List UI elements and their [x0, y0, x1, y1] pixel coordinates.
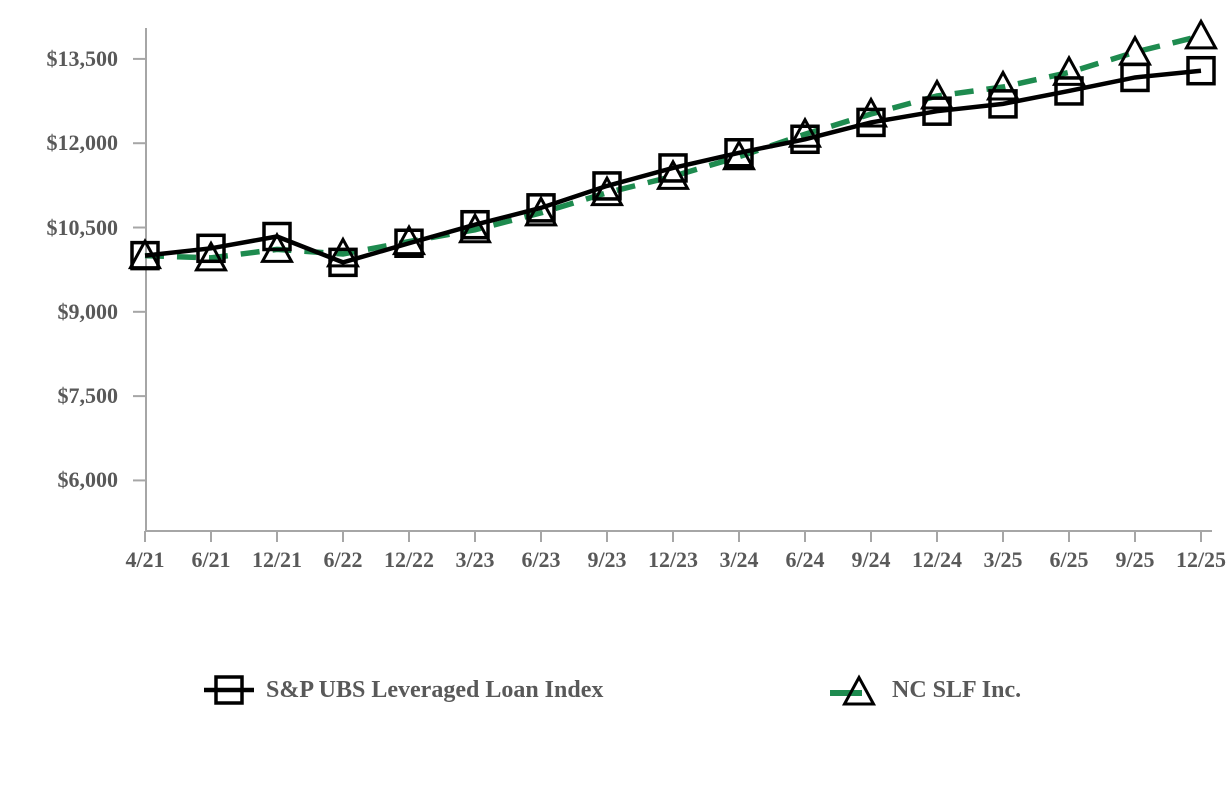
- x-axis-label: 3/25: [983, 547, 1023, 572]
- square-marker: [592, 171, 622, 201]
- x-axis-label: 9/23: [587, 547, 627, 572]
- x-axis-label: 12/21: [251, 547, 303, 572]
- triangle-marker: [127, 237, 163, 270]
- x-axis-label: 6/25: [1049, 547, 1089, 572]
- square-line-marker-icon: [204, 675, 254, 705]
- chart-legend: S&P UBS Leveraged Loan Index NC SLF Inc.: [0, 672, 1230, 712]
- plot-area: [127, 18, 1219, 542]
- series-line-0: [144, 68, 1202, 265]
- y-axis-label: $13,500: [46, 45, 119, 71]
- x-axis-label: 3/24: [719, 547, 759, 572]
- x-axis-label: 6/23: [521, 547, 561, 572]
- triangle-marker: [589, 175, 625, 207]
- x-axis-label: 12/25: [1175, 547, 1227, 572]
- y-axis-label: $6,000: [57, 467, 119, 493]
- x-axis-label: 9/25: [1115, 547, 1155, 572]
- series-line-1: [144, 33, 1202, 261]
- square-marker: [262, 221, 292, 252]
- x-axis-label: 12/22: [383, 547, 435, 572]
- x-axis-label: 4/21: [125, 547, 165, 572]
- triangle-marker: [193, 240, 229, 272]
- x-axis-label: 9/24: [851, 547, 891, 572]
- triangle-marker: [523, 195, 559, 227]
- triangle-marker: [1117, 34, 1153, 66]
- y-axis-label: $9,000: [57, 298, 119, 324]
- square-marker: [460, 209, 490, 240]
- square-marker: [988, 89, 1018, 119]
- triangle-marker: [391, 223, 427, 256]
- y-axis-label: $12,000: [46, 130, 119, 156]
- x-axis-label: 12/23: [647, 547, 699, 572]
- x-axis-label: 6/21: [191, 547, 231, 572]
- x-axis-label: 12/24: [911, 547, 963, 572]
- triangle-marker: [721, 139, 757, 171]
- triangle-dash-marker-icon: [830, 674, 877, 706]
- square-marker: [394, 228, 424, 259]
- square-marker: [1054, 76, 1084, 106]
- y-axis-label: $10,500: [46, 214, 119, 240]
- triangle-marker: [325, 236, 361, 268]
- triangle-marker: [985, 69, 1021, 101]
- triangle-marker: [259, 231, 295, 263]
- x-axis-label: 6/22: [323, 547, 363, 572]
- triangle-marker: [853, 96, 889, 128]
- legend-label-sp-ubs-index: S&P UBS Leveraged Loan Index: [266, 676, 604, 703]
- triangle-marker: [787, 116, 823, 148]
- square-marker: [1186, 55, 1216, 86]
- triangle-marker: [1051, 54, 1087, 86]
- y-axis-label: $7,500: [57, 383, 119, 409]
- legend-label-nc-slf: NC SLF Inc.: [892, 676, 1022, 703]
- legend-item-sp-ubs-index: S&P UBS Leveraged Loan Index: [202, 672, 603, 708]
- triangle-marker: [655, 158, 691, 190]
- square-marker: [658, 153, 688, 183]
- x-axis-label: 6/24: [785, 547, 825, 572]
- triangle-marker: [1183, 18, 1219, 50]
- legend-item-nc-slf: NC SLF Inc.: [828, 672, 1021, 708]
- x-axis-label: 3/23: [455, 547, 495, 572]
- square-marker: [526, 193, 556, 223]
- square-marker: [790, 124, 820, 155]
- square-marker: [196, 233, 226, 264]
- square-marker: [922, 96, 952, 126]
- triangle-marker: [919, 78, 955, 110]
- triangle-marker: [457, 212, 493, 244]
